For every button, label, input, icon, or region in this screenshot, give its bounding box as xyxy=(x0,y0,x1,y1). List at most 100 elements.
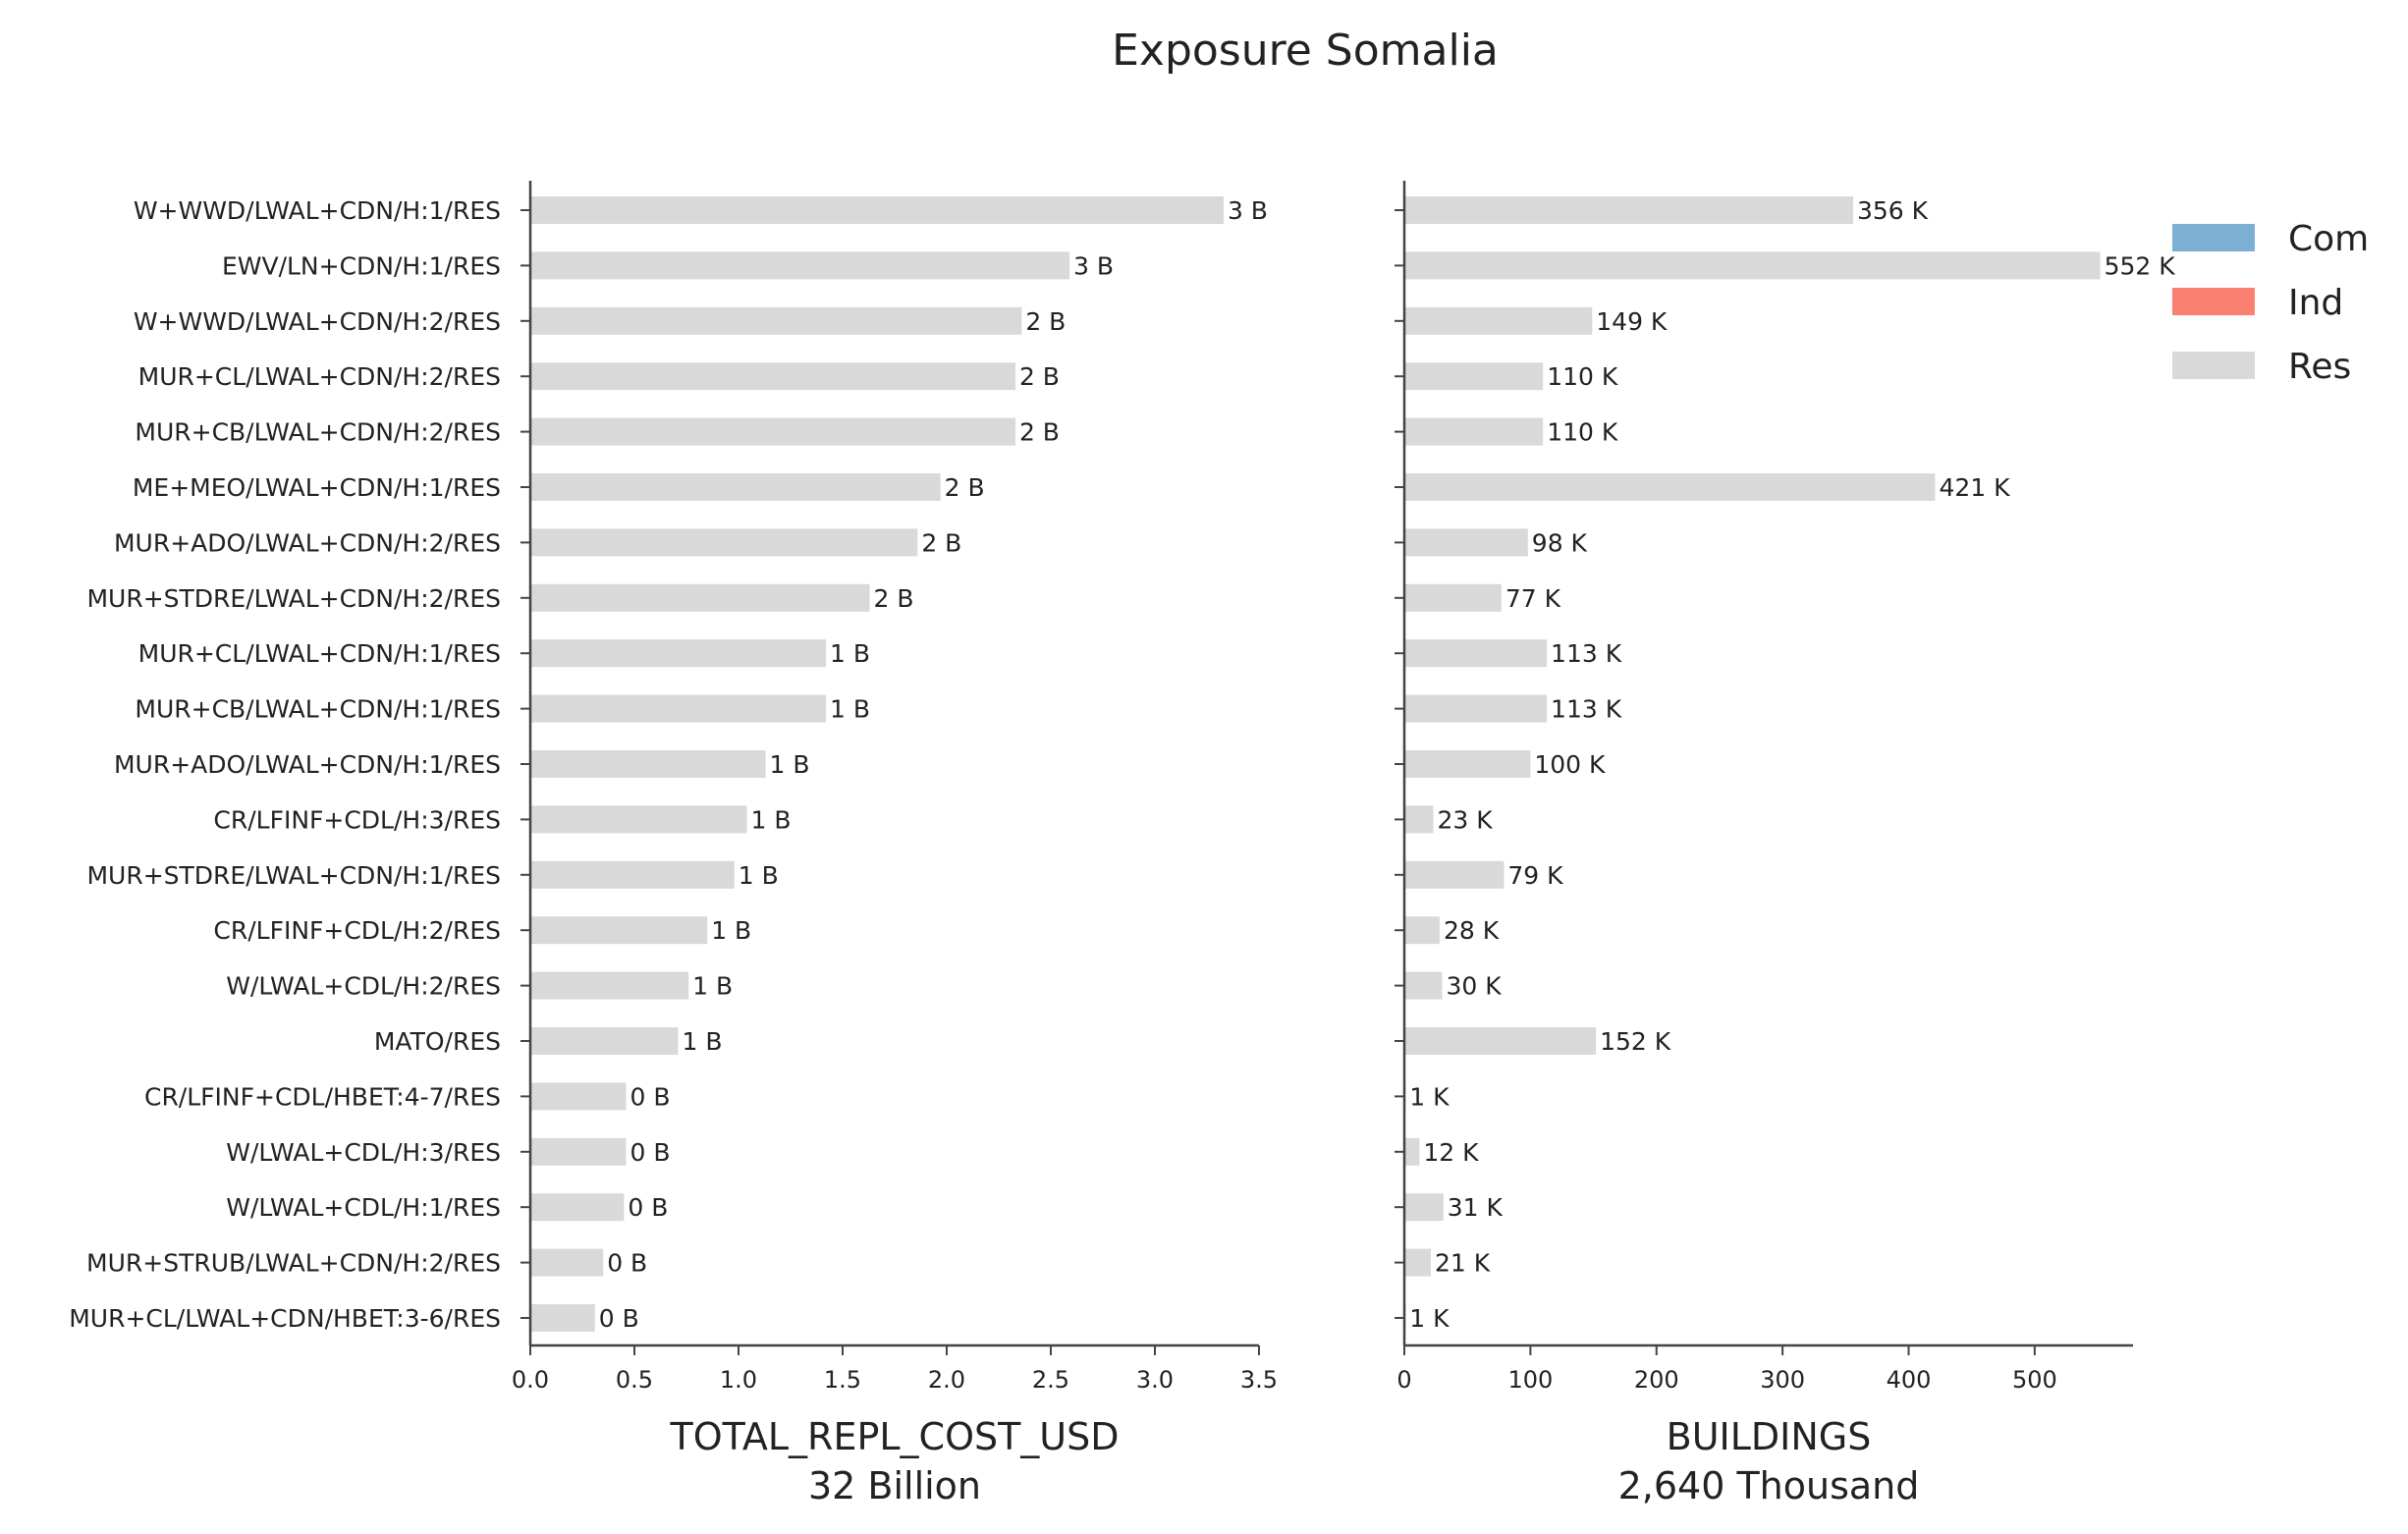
data-label-2-5: 110 K xyxy=(1547,418,1618,447)
data-label-2-7: 98 K xyxy=(1532,528,1588,557)
x-tick-label-2-3: 200 xyxy=(1634,1366,1679,1394)
bar-1-18 xyxy=(530,1137,627,1166)
data-label-2-20: 21 K xyxy=(1435,1249,1491,1278)
bar-1-2 xyxy=(530,251,1070,280)
bar-1-6 xyxy=(530,473,941,501)
bar-2-11 xyxy=(1404,750,1531,778)
bar-1-9 xyxy=(530,639,827,668)
x-tick-label-2-5: 400 xyxy=(1887,1366,1932,1394)
bar-1-7 xyxy=(530,528,918,557)
x-tick-label-2-6: 500 xyxy=(2012,1366,2057,1394)
bar-1-8 xyxy=(530,583,870,612)
x-tick-label-1-5: 2.0 xyxy=(928,1366,965,1394)
chart-panel-1: 3 B3 B2 B2 B2 B2 B2 B2 B1 B1 B1 B1 B1 B1… xyxy=(69,181,1278,1507)
category-label-13: MUR+STDRE/LWAL+CDN/H:1/RES xyxy=(86,861,501,890)
data-label-2-17: 1 K xyxy=(1409,1082,1450,1111)
bar-2-12 xyxy=(1404,805,1434,834)
bar-2-5 xyxy=(1404,417,1544,446)
category-label-10: MUR+CB/LWAL+CDN/H:1/RES xyxy=(135,695,501,724)
data-label-2-1: 356 K xyxy=(1857,196,1929,225)
x-tick-label-1-6: 2.5 xyxy=(1032,1366,1069,1394)
data-label-1-12: 1 B xyxy=(750,805,791,834)
bar-1-5 xyxy=(530,417,1015,446)
bar-2-8 xyxy=(1404,583,1502,612)
bar-2-4 xyxy=(1404,362,1544,391)
legend-swatch-com xyxy=(2172,224,2255,251)
x-tick-label-1-3: 1.0 xyxy=(720,1366,757,1394)
bar-2-19 xyxy=(1404,1193,1444,1222)
legend-swatch-res xyxy=(2172,352,2255,379)
chart-title: Exposure Somalia xyxy=(1112,26,1499,76)
category-label-20: MUR+STRUB/LWAL+CDN/H:2/RES xyxy=(86,1249,501,1278)
x-tick-label-1-4: 1.5 xyxy=(824,1366,861,1394)
data-label-2-2: 552 K xyxy=(2105,251,2176,280)
data-label-1-2: 3 B xyxy=(1073,251,1114,280)
bar-1-21 xyxy=(530,1304,595,1332)
data-label-2-16: 152 K xyxy=(1600,1027,1671,1056)
bar-2-18 xyxy=(1404,1137,1420,1166)
legend-label-com: Com xyxy=(2288,219,2369,259)
bar-1-11 xyxy=(530,750,766,778)
data-label-2-9: 113 K xyxy=(1551,639,1622,668)
bar-2-6 xyxy=(1404,473,1936,501)
data-label-1-11: 1 B xyxy=(770,750,810,779)
category-label-2: EWV/LN+CDN/H:1/RES xyxy=(222,251,501,280)
legend-label-ind: Ind xyxy=(2288,283,2343,323)
data-label-1-21: 0 B xyxy=(599,1304,639,1333)
data-label-1-7: 2 B xyxy=(921,528,961,557)
data-label-1-8: 2 B xyxy=(874,584,914,613)
chart-panel-2: 356 K 552 K 149 K 110 K 110 K 421 K 98 K 77 K 11… xyxy=(1395,181,2175,1507)
data-label-2-15: 30 K xyxy=(1447,972,1503,1001)
data-label-1-15: 1 B xyxy=(692,972,733,1001)
data-label-2-10: 113 K xyxy=(1551,695,1622,724)
category-label-7: MUR+ADO/LWAL+CDN/H:2/RES xyxy=(114,528,501,557)
category-label-1: W+WWD/LWAL+CDN/H:1/RES xyxy=(134,196,501,225)
data-label-2-14: 28 K xyxy=(1444,916,1500,945)
category-label-16: MATO/RES xyxy=(374,1027,501,1056)
legend: Com Ind Res xyxy=(2172,219,2369,387)
bar-2-20 xyxy=(1404,1248,1431,1277)
bar-1-13 xyxy=(530,860,735,889)
bar-2-10 xyxy=(1404,694,1548,723)
category-label-11: MUR+ADO/LWAL+CDN/H:1/RES xyxy=(114,750,501,779)
bar-2-1 xyxy=(1404,196,1854,224)
data-label-1-5: 2 B xyxy=(1019,418,1060,447)
legend-swatch-ind xyxy=(2172,288,2255,315)
x-axis-label-2: BUILDINGS xyxy=(1667,1415,1872,1458)
data-label-1-18: 0 B xyxy=(630,1138,671,1167)
bar-1-3 xyxy=(530,306,1022,335)
bar-1-4 xyxy=(530,362,1015,391)
bar-2-16 xyxy=(1404,1027,1597,1055)
x-tick-label-1-2: 0.5 xyxy=(616,1366,653,1394)
x-tick-label-2-1: 0 xyxy=(1396,1366,1411,1394)
category-label-5: MUR+CB/LWAL+CDN/H:2/RES xyxy=(135,418,501,447)
x-axis-sublabel-2: 2,640 Thousand xyxy=(1618,1464,1920,1507)
bar-2-15 xyxy=(1404,971,1443,1000)
data-label-2-21: 1 K xyxy=(1409,1304,1450,1333)
data-label-2-3: 149 K xyxy=(1596,307,1668,336)
category-label-19: W/LWAL+CDL/H:1/RES xyxy=(226,1193,501,1222)
bar-1-15 xyxy=(530,971,689,1000)
category-label-6: ME+MEO/LWAL+CDN/H:1/RES xyxy=(133,473,501,502)
category-label-14: CR/LFINF+CDL/H:2/RES xyxy=(213,916,501,945)
category-label-18: W/LWAL+CDL/H:3/RES xyxy=(226,1138,501,1167)
x-axis-sublabel-1: 32 Billion xyxy=(808,1464,981,1507)
category-label-3: W+WWD/LWAL+CDN/H:2/RES xyxy=(134,307,501,336)
x-tick-label-2-2: 100 xyxy=(1507,1366,1553,1394)
bar-1-14 xyxy=(530,916,708,945)
category-label-15: W/LWAL+CDL/H:2/RES xyxy=(226,972,501,1001)
bar-2-3 xyxy=(1404,306,1593,335)
data-label-2-8: 77 K xyxy=(1505,584,1561,613)
data-label-1-10: 1 B xyxy=(830,695,870,724)
category-label-17: CR/LFINF+CDL/HBET:4-7/RES xyxy=(144,1082,501,1111)
data-label-1-20: 0 B xyxy=(607,1249,647,1278)
category-label-8: MUR+STDRE/LWAL+CDN/H:2/RES xyxy=(86,584,501,613)
data-label-1-9: 1 B xyxy=(830,639,870,668)
x-tick-label-2-4: 300 xyxy=(1760,1366,1805,1394)
data-label-2-13: 79 K xyxy=(1507,861,1563,890)
bar-2-13 xyxy=(1404,860,1505,889)
legend-label-res: Res xyxy=(2288,347,2351,387)
data-label-1-1: 3 B xyxy=(1228,196,1268,225)
data-label-2-19: 31 K xyxy=(1448,1193,1504,1222)
bar-1-12 xyxy=(530,805,747,834)
